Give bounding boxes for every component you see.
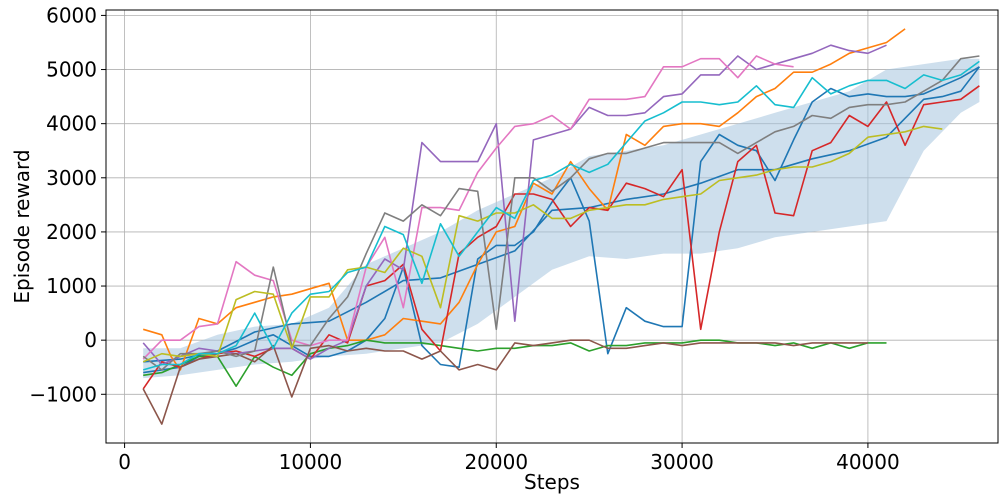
x-axis-label: Steps <box>524 470 580 494</box>
series-line-10 <box>142 125 943 363</box>
y-tick-label: −1000 <box>29 382 97 406</box>
y-axis-label: Episode reward <box>10 149 34 303</box>
series-line-3 <box>142 28 906 371</box>
series-line-6 <box>142 44 887 366</box>
y-tick-label: 6000 <box>46 3 97 27</box>
y-tick-label: 3000 <box>46 166 97 190</box>
series-line-1 <box>143 66 980 374</box>
series-line-4 <box>143 339 887 388</box>
series-line-8 <box>142 55 794 360</box>
x-tick-label: 0 <box>118 450 131 474</box>
series-line-9 <box>142 55 980 371</box>
y-tick-label: 0 <box>84 328 97 352</box>
series-line-11 <box>142 60 980 371</box>
x-tick-label: 10000 <box>279 450 343 474</box>
plot-frame <box>105 9 999 444</box>
y-tick-label: 5000 <box>46 58 97 82</box>
series-lines <box>142 28 981 425</box>
x-tick-label: 20000 <box>464 450 528 474</box>
axis-ticks: 0 10000 20000 30000 40000 −1000 0 1000 2000 3000 4… <box>29 3 899 474</box>
series-line-7 <box>142 339 868 425</box>
y-tick-label: 4000 <box>46 112 97 136</box>
x-tick-label: 30000 <box>650 450 714 474</box>
y-tick-label: 2000 <box>46 220 97 244</box>
y-tick-label: 1000 <box>46 274 97 298</box>
x-tick-label: 40000 <box>836 450 900 474</box>
